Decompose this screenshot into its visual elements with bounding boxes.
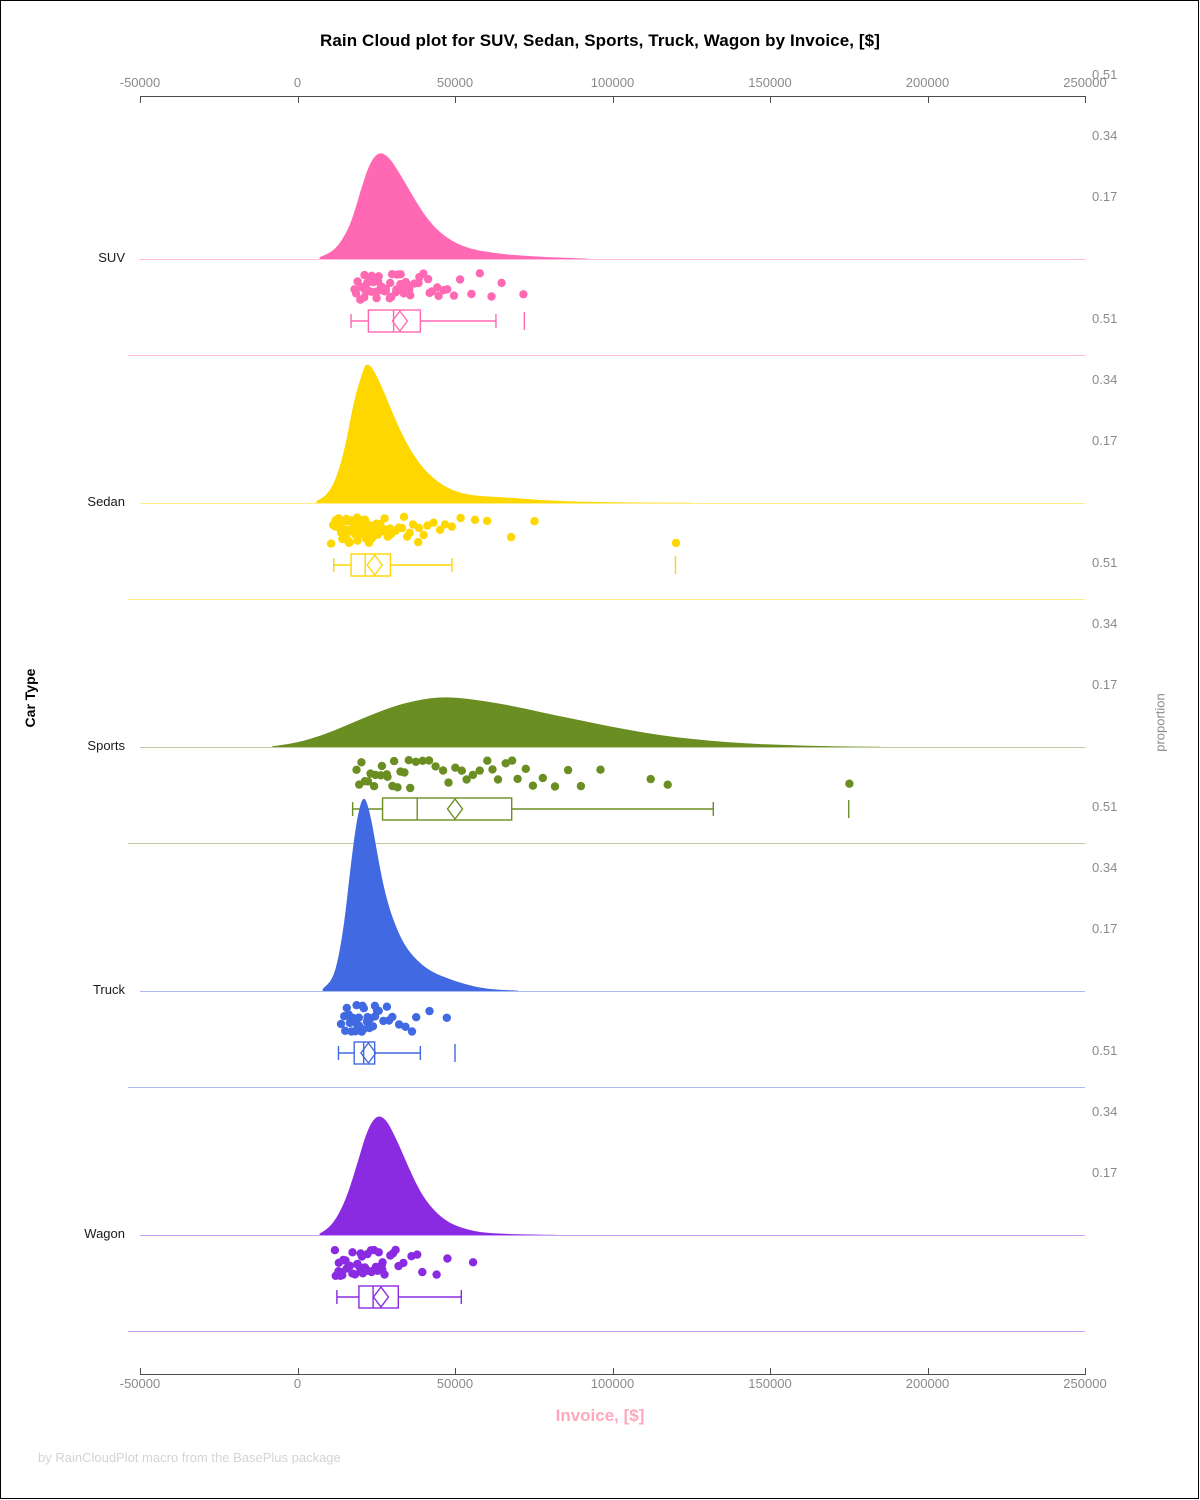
baseline-truck	[140, 991, 1085, 992]
separator-wagon	[128, 1331, 1085, 1332]
separator-suv	[128, 355, 1085, 356]
x-tick-bottom-2	[455, 1368, 456, 1375]
proportion-tick-truck-2: 0.51	[1092, 799, 1118, 815]
x-tick-label-bottom-4: 150000	[748, 1376, 792, 1391]
separator-sedan	[128, 599, 1085, 600]
x-tick-label-bottom-5: 200000	[905, 1376, 950, 1391]
baseline-sedan	[140, 503, 1085, 504]
x-tick-label-bottom-1: 0	[293, 1376, 302, 1391]
proportion-tick-wagon-0: 0.17	[1092, 1165, 1118, 1181]
proportion-tick-sedan-1: 0.34	[1092, 372, 1118, 388]
x-tick-bottom-3	[612, 1368, 614, 1375]
category-label-suv: SUV	[98, 250, 125, 265]
y-axis-label: Car Type	[22, 668, 38, 728]
category-label-wagon: Wagon	[84, 1226, 125, 1241]
category-label-truck: Truck	[92, 982, 125, 997]
x-tick-top-4	[770, 96, 771, 103]
x-tick-top-0	[140, 96, 141, 103]
right-axis-label: proportion	[1152, 693, 1168, 752]
x-tick-bottom-5	[927, 1368, 929, 1375]
x-tick-label-top-2: 50000	[436, 75, 474, 90]
proportion-tick-sedan-2: 0.51	[1092, 311, 1118, 327]
proportion-tick-suv-2: 0.51	[1092, 67, 1118, 83]
x-tick-label-bottom-3: 100000	[590, 1376, 635, 1391]
baseline-suv	[140, 259, 1085, 260]
proportion-tick-suv-1: 0.34	[1092, 128, 1118, 144]
proportion-tick-sports-2: 0.51	[1092, 555, 1118, 571]
proportion-tick-sedan-0: 0.17	[1092, 433, 1118, 449]
x-tick-top-1	[297, 96, 299, 103]
x-tick-bottom-0	[140, 1368, 141, 1375]
x-tick-label-top-4: 150000	[748, 75, 792, 90]
panel-wagon: Wagon 0.17 0.34 0.51	[0, 0, 1200, 1332]
x-tick-top-6	[1085, 96, 1086, 103]
x-tick-top-5	[927, 96, 929, 103]
proportion-tick-wagon-1: 0.34	[1092, 1104, 1118, 1120]
x-tick-label-top-5: 200000	[905, 75, 950, 90]
proportion-tick-truck-0: 0.17	[1092, 921, 1118, 937]
x-tick-label-top-3: 100000	[590, 75, 635, 90]
x-tick-label-top-1: 0	[293, 75, 302, 90]
separator-sports	[128, 843, 1085, 844]
proportion-tick-wagon-2: 0.51	[1092, 1043, 1118, 1059]
x-tick-label-top-0: -50000	[119, 75, 161, 90]
x-tick-bottom-4	[770, 1368, 771, 1375]
baseline-wagon	[140, 1235, 1085, 1236]
separator-truck	[128, 1087, 1085, 1088]
baseline-sports	[140, 747, 1085, 748]
x-tick-top-2	[455, 96, 456, 103]
footer-credit: by RainCloudPlot macro from the BasePlus…	[38, 1450, 341, 1465]
proportion-tick-truck-1: 0.34	[1092, 860, 1118, 876]
x-tick-label-top-6: 250000	[1063, 75, 1107, 90]
category-label-sedan: Sedan	[87, 494, 125, 509]
x-tick-label-bottom-0: -50000	[119, 1376, 161, 1391]
x-axis-label: Invoice, [$]	[555, 1406, 645, 1425]
proportion-tick-sports-0: 0.17	[1092, 677, 1118, 693]
category-label-sports: Sports	[87, 738, 125, 753]
x-tick-bottom-1	[297, 1368, 299, 1375]
x-tick-label-bottom-6: 250000	[1063, 1376, 1107, 1391]
proportion-tick-suv-0: 0.17	[1092, 189, 1118, 205]
proportion-tick-sports-1: 0.34	[1092, 616, 1118, 632]
x-tick-label-bottom-2: 50000	[436, 1376, 474, 1391]
x-tick-bottom-6	[1085, 1368, 1086, 1375]
page-title: Rain Cloud plot for SUV, Sedan, Sports, …	[320, 31, 880, 50]
x-tick-top-3	[612, 96, 614, 103]
